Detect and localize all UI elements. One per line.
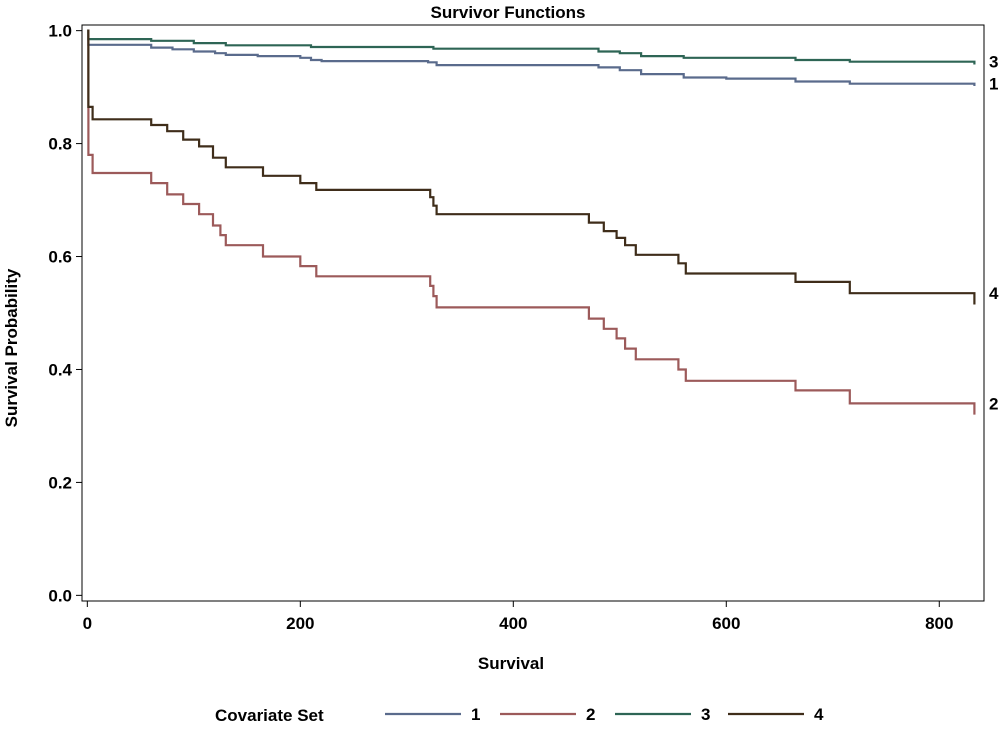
- plot-frame: [81, 24, 985, 602]
- x-tick-label: 600: [712, 614, 740, 633]
- series-end-label-3: 3: [989, 53, 998, 72]
- x-tick-label: 400: [499, 614, 527, 633]
- series-line-3: [87, 29, 976, 65]
- x-tick-label: 0: [83, 614, 92, 633]
- y-tick-label: 0.4: [48, 360, 72, 379]
- x-axis-label: Survival: [478, 654, 544, 673]
- y-tick-label: 0.8: [48, 135, 72, 154]
- series-end-label-1: 1: [989, 75, 998, 94]
- legend-label-3: 3: [701, 705, 710, 724]
- legend-title: Covariate Set: [215, 706, 324, 725]
- x-tick-label: 800: [925, 614, 953, 633]
- chart-title: Survivor Functions: [431, 3, 586, 22]
- series-line-1: [87, 29, 976, 86]
- series-line-2: [87, 29, 976, 415]
- legend-label-4: 4: [814, 705, 824, 724]
- y-axis: 0.0 0.2 0.4 0.6 0.8 1.0: [48, 22, 82, 605]
- series-end-labels: 1 2 3 4: [989, 53, 999, 414]
- y-axis-label: Survival Probability: [2, 268, 21, 427]
- x-tick-label: 200: [286, 614, 314, 633]
- y-tick-label: 0.0: [48, 586, 72, 605]
- x-axis: 0 200 400 600 800: [83, 601, 953, 633]
- series-lines: [87, 29, 976, 415]
- legend: Covariate Set 1 2 3 4: [215, 705, 824, 725]
- series-line-4: [87, 29, 976, 305]
- legend-label-1: 1: [471, 705, 480, 724]
- series-end-label-4: 4: [989, 284, 999, 303]
- y-tick-label: 0.6: [48, 248, 72, 267]
- y-tick-label: 0.2: [48, 473, 72, 492]
- series-end-label-2: 2: [989, 394, 998, 413]
- legend-label-2: 2: [586, 705, 595, 724]
- y-tick-label: 1.0: [48, 22, 72, 41]
